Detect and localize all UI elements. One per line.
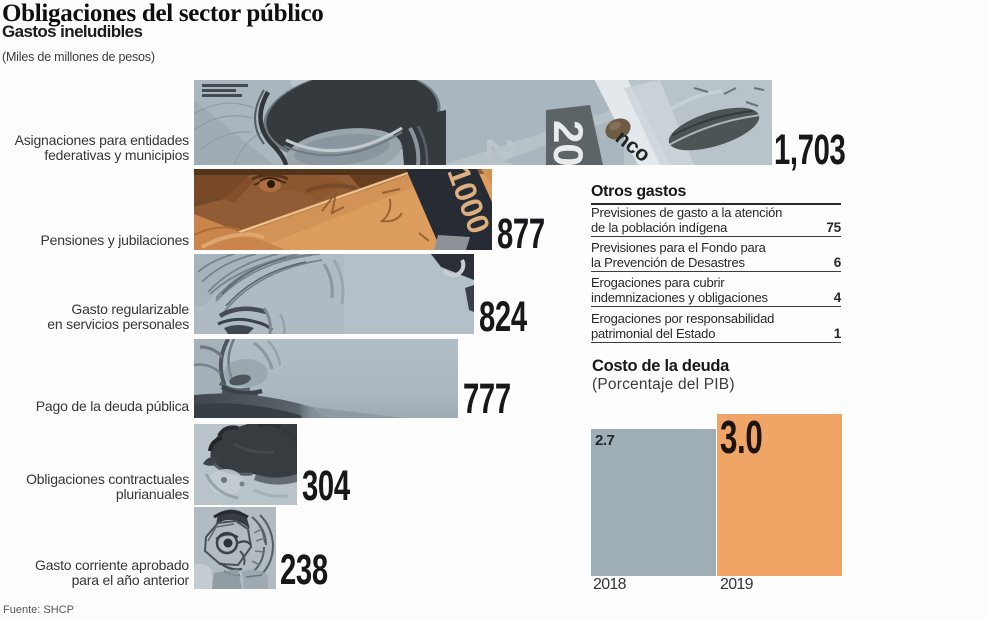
svg-text:20: 20 bbox=[545, 120, 592, 165]
svg-text:20: 20 bbox=[478, 138, 522, 165]
